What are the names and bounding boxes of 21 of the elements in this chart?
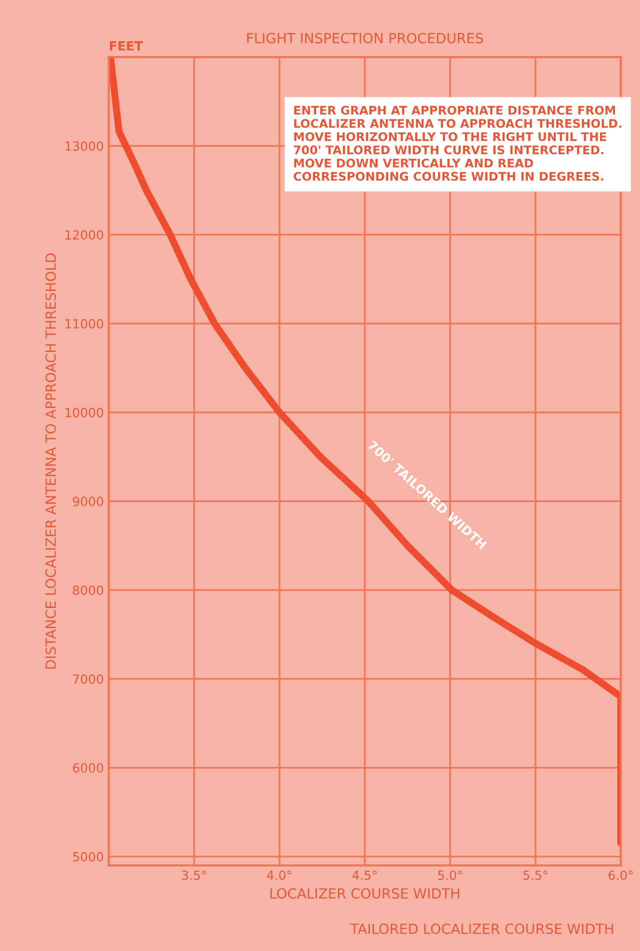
y-tick-label: 7000: [73, 674, 104, 684]
x-axis-title: LOCALIZER COURSE WIDTH: [270, 888, 460, 899]
text: FEET: [110, 41, 143, 50]
text: TAILORED LOCALIZER COURSE WIDTH: [350, 924, 614, 934]
x-tick-label: 5.5°: [523, 870, 548, 880]
y-tick-label: 6000: [73, 763, 104, 773]
y-tick-label: 10000: [66, 408, 104, 418]
x-tick-label: 6.0°: [608, 870, 633, 880]
y-tick-label: 8000: [72, 586, 104, 595]
y-tick-label: 9000: [72, 496, 104, 506]
x-tick-label: 5.0°: [438, 870, 462, 880]
y-tick-label: 11000: [66, 319, 104, 328]
x-tick-label: 4.5°: [352, 870, 377, 880]
y-axis-title: DISTANCE LOCALIZER ANTENNA TO APPROACH THRESHOLD: [45, 253, 56, 669]
x-tick-label: 3.5°: [182, 870, 206, 880]
x-tick-label: 4.0°: [267, 870, 292, 880]
chart-title: FLIGHT INSPECTION PROCEDURES: [247, 32, 483, 44]
y-tick-label: 13000: [66, 141, 104, 151]
y-tick-label: 12000: [66, 230, 104, 240]
annotation: ENTER GRAPH AT APPROPRIATE DISTANCE FROM LOCALIZER ANTENNA TO APPROACH THRESHOLD. MOVE HORIZONTALLY TO THE RIGHT UNTIL THE 700' TAILORED WIDTH CURVE IS INTERCEPTED. MOVE DOWN VERTICALLY AND READ CORRESPONDING COURSE WIDTH IN DEGREES.: [294, 106, 622, 181]
y-tick-label: 5000: [73, 852, 104, 862]
